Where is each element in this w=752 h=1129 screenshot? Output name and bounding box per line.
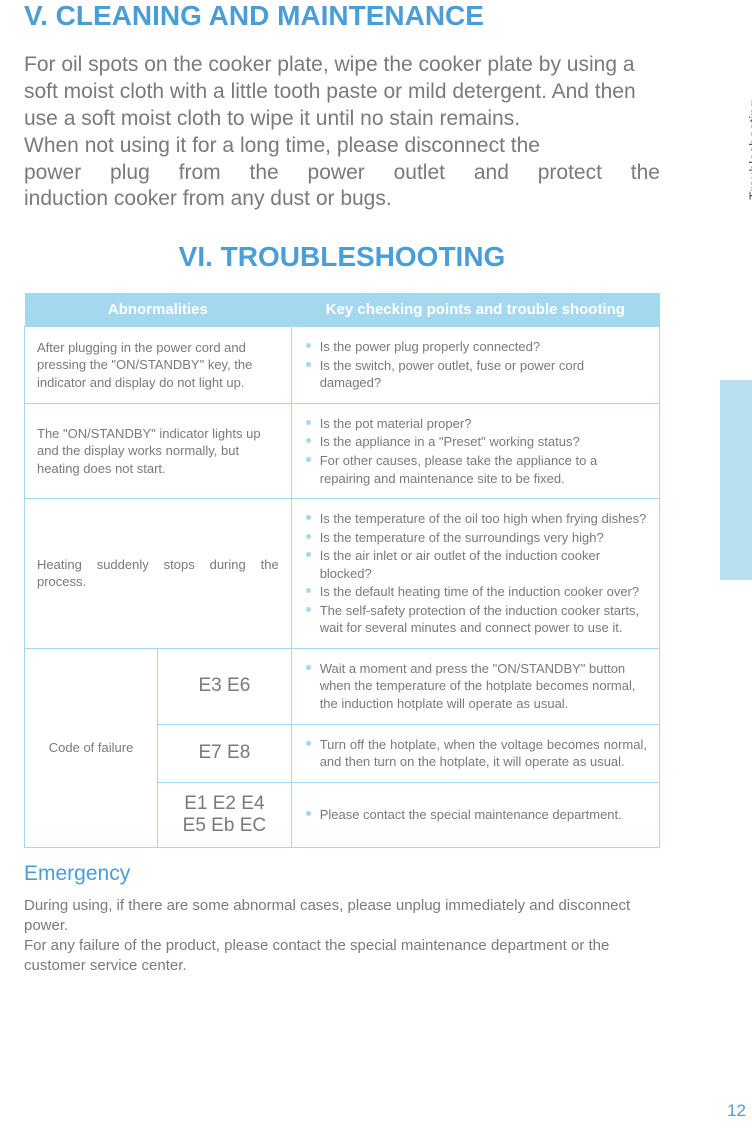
code3-check: Please contact the special maintenance d… — [291, 782, 659, 847]
row2-c3: For other causes, please take the applia… — [304, 452, 647, 487]
code1-check: Wait a moment and press the "ON/STANDBY"… — [291, 648, 659, 724]
code1-val: E3 E6 — [158, 648, 292, 724]
row3-check: Is the temperature of the oil too high w… — [291, 499, 659, 649]
code3-val: E1 E2 E4 E5 Eb EC — [158, 782, 292, 847]
section5-p2a: When not using it for a long time, pleas… — [24, 133, 660, 160]
code2-c: Turn off the hotplate, when the voltage … — [304, 736, 647, 771]
section5-p2c: induction cooker from any dust or bugs. — [24, 186, 660, 213]
code-label: Code of failure — [25, 648, 158, 847]
row2-ab: The "ON/STANDBY" indicator lights up and… — [25, 403, 292, 498]
row1-c2: Is the switch, power outlet, fuse or pow… — [304, 357, 647, 392]
section5-p2b: power plug from the power outlet and pro… — [24, 160, 660, 187]
code1-c: Wait a moment and press the "ON/STANDBY"… — [304, 660, 647, 713]
row3-c4: Is the default heating time of the induc… — [304, 583, 647, 601]
emergency-p2: For any failure of the product, please c… — [24, 936, 660, 977]
row3-c5: The self-safety protection of the induct… — [304, 602, 647, 637]
code2-val: E7 E8 — [158, 724, 292, 782]
row3-c3: Is the air inlet or air outlet of the in… — [304, 547, 647, 582]
row1-c1: Is the power plug properly connected? — [304, 338, 647, 356]
side-tab — [720, 380, 752, 580]
section6-title: VI. TROUBLESHOOTING — [24, 241, 660, 273]
row3-ab: Heating suddenly stops during the proces… — [25, 499, 292, 649]
code3-c: Please contact the special maintenance d… — [304, 806, 647, 824]
th-checking: Key checking points and trouble shooting — [291, 293, 659, 327]
row2-check: Is the pot material proper? Is the appli… — [291, 403, 659, 498]
code3-val1: E1 E2 E4 — [170, 793, 279, 815]
section5-p1: For oil spots on the cooker plate, wipe … — [24, 52, 660, 133]
troubleshooting-table: Abnormalities Key checking points and tr… — [24, 293, 660, 847]
row3-c2: Is the temperature of the surroundings v… — [304, 529, 647, 547]
code3-val2: E5 Eb EC — [170, 815, 279, 837]
emergency-title: Emergency — [24, 862, 660, 886]
page-content: V. CLEANING AND MAINTENANCE For oil spot… — [0, 0, 700, 977]
th-abnormalities: Abnormalities — [25, 293, 292, 327]
row2-c2: Is the appliance in a "Preset" working s… — [304, 433, 647, 451]
code2-check: Turn off the hotplate, when the voltage … — [291, 724, 659, 782]
section5-title: V. CLEANING AND MAINTENANCE — [24, 0, 660, 32]
row1-ab: After plugging in the power cord and pre… — [25, 327, 292, 404]
row3-c1: Is the temperature of the oil too high w… — [304, 510, 647, 528]
emergency-p1: During using, if there are some abnormal… — [24, 896, 660, 937]
row1-check: Is the power plug properly connected? Is… — [291, 327, 659, 404]
page-number: 12 — [727, 1101, 746, 1121]
row2-c1: Is the pot material proper? — [304, 415, 647, 433]
side-tab-label: Troubleshooting — [746, 100, 752, 200]
